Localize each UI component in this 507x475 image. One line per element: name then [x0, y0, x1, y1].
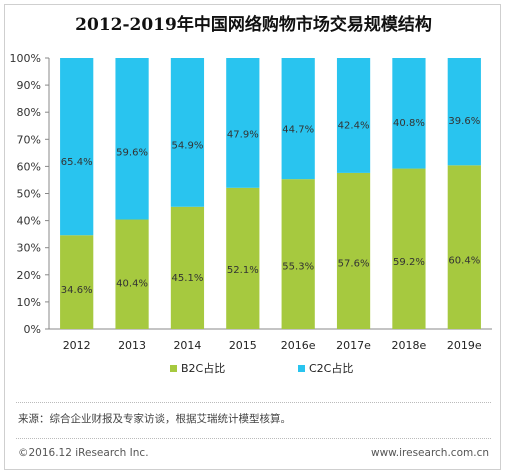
- legend-swatch-b2c: [170, 365, 177, 372]
- y-tick-label: 50%: [17, 188, 41, 201]
- bar-c2c: [336, 58, 371, 173]
- data-label-c2c: 44.7%: [282, 124, 314, 135]
- x-tick-label: 2018e: [392, 339, 427, 352]
- bar-c2c: [226, 58, 260, 188]
- y-tick-label: 80%: [17, 106, 41, 119]
- data-label-c2c: 65.4%: [61, 157, 93, 168]
- site-url: www.iresearch.com.cn: [370, 447, 489, 459]
- bar-c2c: [170, 58, 205, 207]
- bar-b2c: [226, 187, 260, 329]
- separator-top: [16, 402, 491, 403]
- data-label-b2c: 52.1%: [227, 265, 259, 276]
- bar-b2c: [170, 206, 205, 329]
- y-tick-label: 40%: [17, 215, 41, 228]
- y-tick-label: 90%: [17, 79, 41, 92]
- data-label-c2c: 42.4%: [338, 121, 370, 132]
- x-tick-label: 2014: [173, 339, 201, 352]
- x-tick-label: 2015: [229, 339, 257, 352]
- data-label-c2c: 47.9%: [227, 129, 259, 140]
- bar-c2c: [447, 58, 481, 166]
- x-tick-label: 2017e: [336, 339, 371, 352]
- bar-b2c: [281, 179, 315, 329]
- bar-b2c: [60, 235, 94, 329]
- y-tick-label: 70%: [17, 133, 41, 146]
- x-tick-label: 2012: [63, 339, 91, 352]
- data-label-b2c: 45.1%: [172, 273, 204, 284]
- data-label-b2c: 60.4%: [448, 255, 480, 266]
- stacked-bar-chart: 0% 10% 20% 30% 40% 50% 60% 70% 80% 90% 100% 34.6% 65…: [10, 52, 492, 375]
- legend-swatch-c2c: [298, 365, 305, 372]
- y-tick-label: 60%: [17, 160, 41, 173]
- data-label-c2c: 59.6%: [116, 148, 148, 159]
- data-label-b2c: 57.6%: [338, 259, 370, 270]
- chart-title: 2012-2019年中国网络购物市场交易规模结构: [75, 15, 432, 35]
- y-tick-label: 10%: [17, 296, 41, 309]
- data-label-c2c: 39.6%: [448, 116, 480, 127]
- separator-bottom: [16, 438, 491, 439]
- bar-b2c: [115, 219, 149, 329]
- source-note: 来源：综合企业财报及专家访谈，根据艾瑞统计模型核算。: [18, 413, 291, 425]
- data-label-b2c: 55.3%: [282, 261, 314, 272]
- bar-c2c: [392, 58, 426, 169]
- y-tick-label: 0%: [24, 323, 41, 336]
- x-tick-label: 2019e: [447, 339, 482, 352]
- data-label-b2c: 59.2%: [393, 257, 425, 268]
- y-tick-label: 20%: [17, 269, 41, 282]
- bar-c2c: [60, 58, 94, 236]
- bar-b2c: [447, 165, 481, 329]
- bar-c2c: [281, 58, 315, 180]
- x-tick-label: 2016e: [281, 339, 316, 352]
- bar-b2c: [336, 172, 371, 329]
- copyright-footer: ©2016.12 iResearch Inc.: [18, 447, 149, 459]
- data-label-c2c: 40.8%: [393, 118, 425, 129]
- data-label-b2c: 34.6%: [61, 285, 93, 296]
- bar-c2c: [115, 58, 149, 220]
- x-tick-label: 2013: [118, 339, 146, 352]
- y-tick-label: 30%: [17, 242, 41, 255]
- y-tick-label: 100%: [10, 52, 41, 65]
- data-label-c2c: 54.9%: [172, 140, 204, 151]
- data-label-b2c: 40.4%: [116, 278, 148, 289]
- legend-label-c2c: C2C占比: [309, 361, 353, 375]
- legend-label-b2c: B2C占比: [181, 361, 225, 375]
- bar-b2c: [392, 168, 426, 329]
